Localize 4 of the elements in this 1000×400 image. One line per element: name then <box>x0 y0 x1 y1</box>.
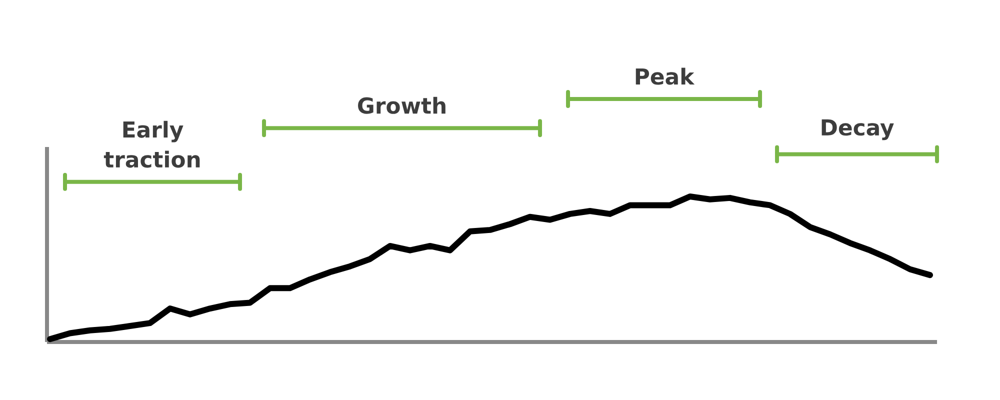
text: Decay <box>822 119 894 140</box>
text: Early traction <box>104 120 200 168</box>
text: Growth <box>358 96 446 114</box>
text: Peak <box>636 68 695 85</box>
